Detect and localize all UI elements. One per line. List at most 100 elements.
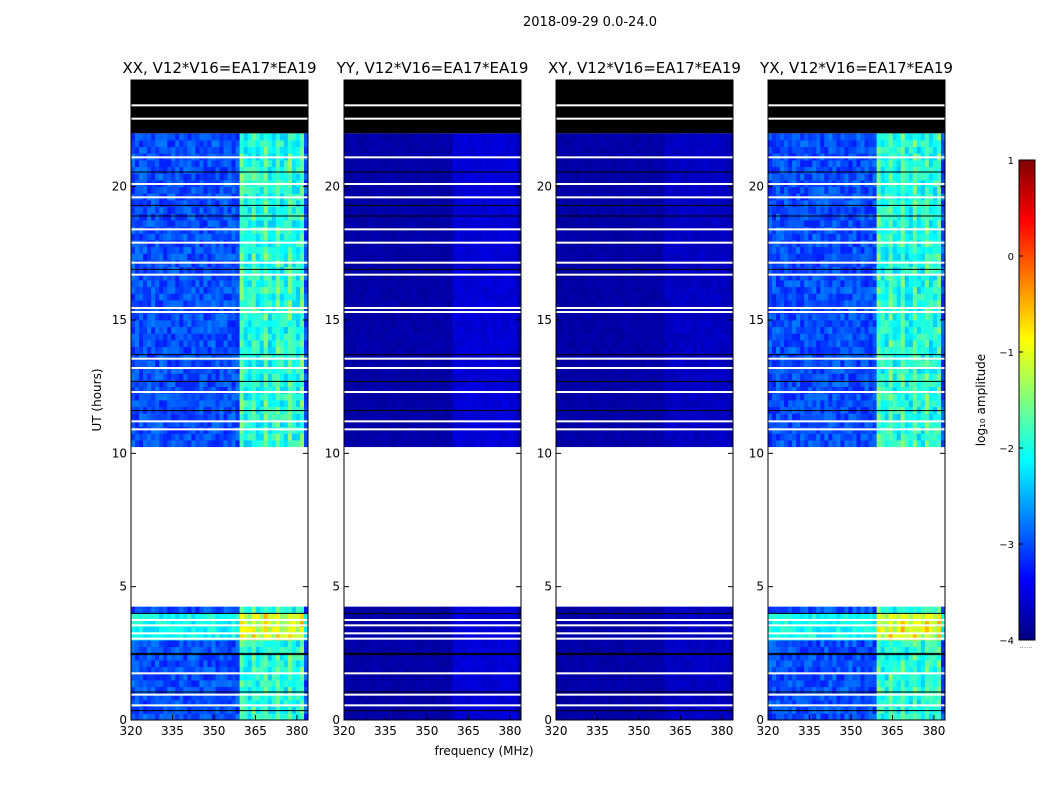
heatmap-cell bbox=[384, 626, 389, 634]
heatmap-cell bbox=[516, 680, 522, 688]
heatmap-cell bbox=[131, 366, 136, 374]
heatmap-cell bbox=[416, 313, 421, 321]
heatmap-cell bbox=[291, 700, 297, 708]
heatmap-cell bbox=[219, 440, 224, 448]
heatmap-cell bbox=[392, 300, 397, 308]
heatmap-cell bbox=[412, 346, 417, 354]
heatmap-cell bbox=[239, 173, 245, 181]
heatmap-cell bbox=[223, 186, 228, 194]
heatmap-cell bbox=[448, 420, 454, 428]
heatmap-cell bbox=[400, 386, 405, 394]
heatmap-cell bbox=[287, 400, 293, 408]
heatmap-cell bbox=[456, 273, 462, 281]
heatmap-cell bbox=[267, 380, 273, 388]
heatmap-cell bbox=[219, 233, 224, 241]
heatmap-cell bbox=[396, 640, 401, 648]
heatmap-cell bbox=[492, 326, 498, 334]
heatmap-cell bbox=[412, 420, 417, 428]
y-tick-label: 0 bbox=[119, 713, 127, 727]
heatmap-cell bbox=[384, 666, 389, 674]
heatmap-cell bbox=[420, 666, 425, 674]
heatmap-cell bbox=[219, 146, 224, 154]
heatmap-cell bbox=[444, 353, 449, 361]
heatmap-cell bbox=[203, 626, 208, 634]
heatmap-cell bbox=[187, 660, 192, 668]
heatmap-cell bbox=[275, 213, 281, 221]
heatmap-cell bbox=[368, 660, 373, 668]
heatmap-cell bbox=[480, 653, 486, 661]
heatmap-cell bbox=[187, 253, 192, 261]
heatmap-cell bbox=[291, 280, 297, 288]
heatmap-cell bbox=[219, 166, 224, 174]
heatmap-cell bbox=[175, 713, 180, 721]
heatmap-cell bbox=[207, 140, 212, 148]
heatmap-cell bbox=[167, 286, 172, 294]
heatmap-cell bbox=[143, 220, 148, 228]
heatmap-cell bbox=[380, 286, 385, 294]
heatmap-cell bbox=[444, 320, 449, 328]
heatmap-cell bbox=[287, 166, 293, 174]
heatmap-cell bbox=[344, 613, 349, 621]
heatmap-cell bbox=[231, 673, 236, 681]
heatmap-cell bbox=[215, 220, 220, 228]
heatmap-cell bbox=[396, 246, 401, 254]
heatmap-cell bbox=[247, 140, 253, 148]
heatmap-cell bbox=[356, 333, 361, 341]
heatmap-cell bbox=[203, 653, 208, 661]
heatmap-cell bbox=[303, 653, 309, 661]
heatmap-cell bbox=[460, 320, 466, 328]
heatmap-cell bbox=[420, 653, 425, 661]
heatmap-cell bbox=[508, 613, 514, 621]
heatmap-cell bbox=[199, 266, 204, 274]
heatmap-cell bbox=[135, 433, 140, 441]
heatmap-cell bbox=[376, 306, 381, 314]
heatmap-cell bbox=[384, 646, 389, 654]
heatmap-cell bbox=[239, 146, 245, 154]
heatmap-cell bbox=[231, 200, 236, 208]
heatmap-cell bbox=[263, 373, 269, 381]
heatmap-cell bbox=[271, 660, 277, 668]
heatmap-cell bbox=[384, 266, 389, 274]
heatmap-cell bbox=[207, 306, 212, 314]
heatmap-cell bbox=[420, 246, 425, 254]
heatmap-cell bbox=[444, 366, 449, 374]
heatmap-cell bbox=[187, 300, 192, 308]
heatmap-cell bbox=[476, 300, 482, 308]
heatmap-cell bbox=[207, 300, 212, 308]
heatmap-cell bbox=[275, 380, 281, 388]
heatmap-cell bbox=[448, 693, 454, 701]
heatmap-cell bbox=[436, 633, 441, 641]
heatmap-cell bbox=[247, 266, 253, 274]
heatmap-cell bbox=[135, 420, 140, 428]
heatmap-cell bbox=[283, 326, 289, 334]
heatmap-cell bbox=[231, 346, 236, 354]
heatmap-cell bbox=[432, 366, 437, 374]
heatmap-cell bbox=[259, 353, 265, 361]
heatmap-cell bbox=[183, 340, 188, 348]
heatmap-cell bbox=[183, 386, 188, 394]
heatmap-cell bbox=[392, 373, 397, 381]
heatmap-cell bbox=[412, 400, 417, 408]
heatmap-cell bbox=[143, 386, 148, 394]
heatmap-cell bbox=[344, 646, 349, 654]
heatmap-cell bbox=[480, 660, 486, 668]
heatmap-cell bbox=[155, 680, 160, 688]
heatmap-cell bbox=[271, 200, 277, 208]
heatmap-cell bbox=[472, 253, 478, 261]
heatmap-cell bbox=[368, 640, 373, 648]
heatmap-cell bbox=[484, 693, 490, 701]
heatmap-cell bbox=[464, 680, 470, 688]
heatmap-cell bbox=[159, 320, 164, 328]
heatmap-cell bbox=[464, 320, 470, 328]
heatmap-cell bbox=[227, 433, 232, 441]
heatmap-cell bbox=[283, 380, 289, 388]
heatmap-cell bbox=[275, 373, 281, 381]
heatmap-cell bbox=[131, 660, 136, 668]
heatmap-cell bbox=[516, 313, 522, 321]
heatmap-cell bbox=[303, 660, 309, 668]
heatmap-cell bbox=[151, 640, 156, 648]
heatmap-cell bbox=[460, 673, 466, 681]
heatmap-cell bbox=[195, 273, 200, 281]
heatmap-cell bbox=[472, 293, 478, 301]
heatmap-cell bbox=[147, 266, 152, 274]
